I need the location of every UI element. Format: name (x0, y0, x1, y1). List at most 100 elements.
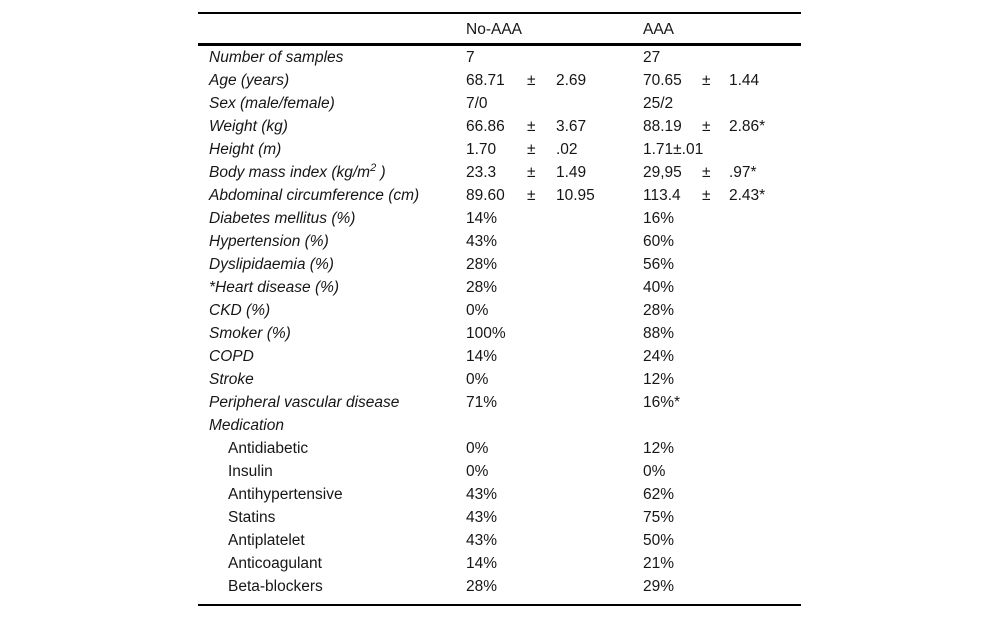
cell-aaa-plusminus (702, 391, 729, 414)
cell-noaaa-plusminus (527, 437, 556, 460)
table-row: Hypertension (%) 43% 60% (198, 230, 801, 253)
cell-noaaa-plusminus (527, 276, 556, 299)
cell-noaaa-sd (556, 460, 643, 483)
cell-noaaa-plusminus (527, 92, 556, 115)
cell-aaa-sd: 2.43* (729, 187, 766, 204)
cell-aaa-value: 56% (643, 256, 675, 273)
cell-aaa-plusminus (702, 46, 729, 69)
cell-aaa-value: 40% (643, 279, 675, 296)
cell-aaa-plusminus (702, 483, 729, 506)
cell-noaaa-sd (556, 345, 643, 368)
column-header-no-aaa: No-AAA (466, 21, 522, 38)
row-label: Anticoagulant (228, 555, 322, 572)
row-label: Statins (228, 509, 276, 526)
table-row: Height (m) 1.70 ± .02 1.71±.01 (198, 138, 801, 161)
cell-noaaa-value: 43% (466, 486, 498, 503)
cell-noaaa-plusminus (527, 483, 556, 506)
cell-noaaa-value: 7/0 (466, 95, 488, 112)
cell-aaa-sd (729, 368, 801, 391)
cell-noaaa-value: 28% (466, 578, 498, 595)
table-row: Antidiabetic 0% 12% (198, 437, 801, 460)
cell-noaaa-value: 43% (466, 532, 498, 549)
cell-aaa-plusminus (702, 345, 729, 368)
row-label: Peripheral vascular disease (209, 394, 400, 411)
cell-aaa-sd (729, 506, 801, 529)
cell-aaa-sd (729, 299, 801, 322)
cell-aaa-sd (729, 207, 801, 230)
cell-noaaa-value: 1.70 (466, 141, 497, 158)
cell-aaa-value: 0% (643, 463, 666, 480)
cell-aaa-plusminus: ± (702, 118, 711, 135)
cell-aaa-plusminus (702, 253, 729, 276)
cell-noaaa-sd (556, 414, 643, 437)
table-row: Age (years) 68.71 ± 2.69 70.65 ± 1.44 (198, 69, 801, 92)
cell-noaaa-sd (556, 483, 643, 506)
cell-aaa-plusminus (702, 92, 729, 115)
row-label: Age (years) (209, 72, 290, 89)
cell-noaaa-plusminus (527, 322, 556, 345)
cell-noaaa-value: 43% (466, 233, 498, 250)
cell-noaaa-sd (556, 322, 643, 345)
cell-noaaa-plusminus: ± (527, 118, 536, 135)
cell-aaa-plusminus (702, 414, 729, 437)
table-row: Medication (198, 414, 801, 437)
cell-aaa-plusminus (702, 529, 729, 552)
cell-noaaa-value: 28% (466, 256, 498, 273)
cell-noaaa-sd: 3.67 (556, 118, 587, 135)
cell-noaaa-sd (556, 391, 643, 414)
cell-aaa-sd (729, 460, 801, 483)
table-row: Antiplatelet 43% 50% (198, 529, 801, 552)
cell-noaaa-sd: 1.49 (556, 164, 587, 181)
cell-noaaa-value: 28% (466, 279, 498, 296)
cell-noaaa-value: 0% (466, 371, 489, 388)
cell-aaa-value: 27 (643, 49, 661, 66)
row-label: Beta-blockers (228, 578, 323, 595)
cell-aaa-value: 21% (643, 555, 675, 572)
table-row: Anticoagulant 14% 21% (198, 552, 801, 575)
row-label: Sex (male/female) (209, 95, 335, 112)
cell-aaa-value: 28% (643, 302, 675, 319)
cell-noaaa-sd (556, 506, 643, 529)
cell-noaaa-sd (556, 299, 643, 322)
cell-noaaa-sd (556, 368, 643, 391)
cell-aaa-plusminus (702, 230, 729, 253)
cell-aaa-sd (729, 391, 801, 414)
row-label: CKD (%) (209, 302, 271, 319)
table-row: Statins 43% 75% (198, 506, 801, 529)
table-row: Weight (kg) 66.86 ± 3.67 88.19 ± 2.86* (198, 115, 801, 138)
cell-aaa-plusminus: ± (702, 72, 711, 89)
cell-noaaa-plusminus: ± (527, 141, 536, 158)
cell-aaa-plusminus (702, 506, 729, 529)
cell-aaa-sd (729, 230, 801, 253)
cell-noaaa-sd (556, 552, 643, 575)
cell-aaa-plusminus (702, 299, 729, 322)
cell-aaa-value: 60% (643, 233, 675, 250)
cell-aaa-value: 75% (643, 509, 675, 526)
cell-noaaa-value: 14% (466, 210, 498, 227)
table-row: Smoker (%) 100% 88% (198, 322, 801, 345)
cell-aaa-sd (729, 138, 801, 161)
row-label: Dyslipidaemia (%) (209, 256, 334, 273)
cell-noaaa-sd (556, 529, 643, 552)
cell-noaaa-plusminus: ± (527, 164, 536, 181)
table-row: COPD 14% 24% (198, 345, 801, 368)
cell-noaaa-sd (556, 253, 643, 276)
row-label: Insulin (228, 463, 273, 480)
row-label: Antihypertensive (228, 486, 343, 503)
cell-noaaa-plusminus: ± (527, 72, 536, 89)
cell-noaaa-plusminus (527, 460, 556, 483)
cell-noaaa-sd (556, 437, 643, 460)
cell-aaa-sd: 1.44 (729, 72, 760, 89)
row-label: Antidiabetic (228, 440, 309, 457)
cell-aaa-sd (729, 345, 801, 368)
cell-noaaa-sd (556, 92, 643, 115)
cell-aaa-plusminus (702, 552, 729, 575)
cell-noaaa-value: 23.3 (466, 164, 497, 181)
cell-noaaa-value: 14% (466, 555, 498, 572)
cell-aaa-sd: 2.86* (729, 118, 766, 135)
cell-aaa-value (643, 414, 702, 437)
cell-aaa-value: 113.4 (643, 187, 681, 204)
cell-aaa-sd (729, 92, 801, 115)
cell-aaa-value: 24% (643, 348, 675, 365)
cell-aaa-sd (729, 575, 801, 598)
